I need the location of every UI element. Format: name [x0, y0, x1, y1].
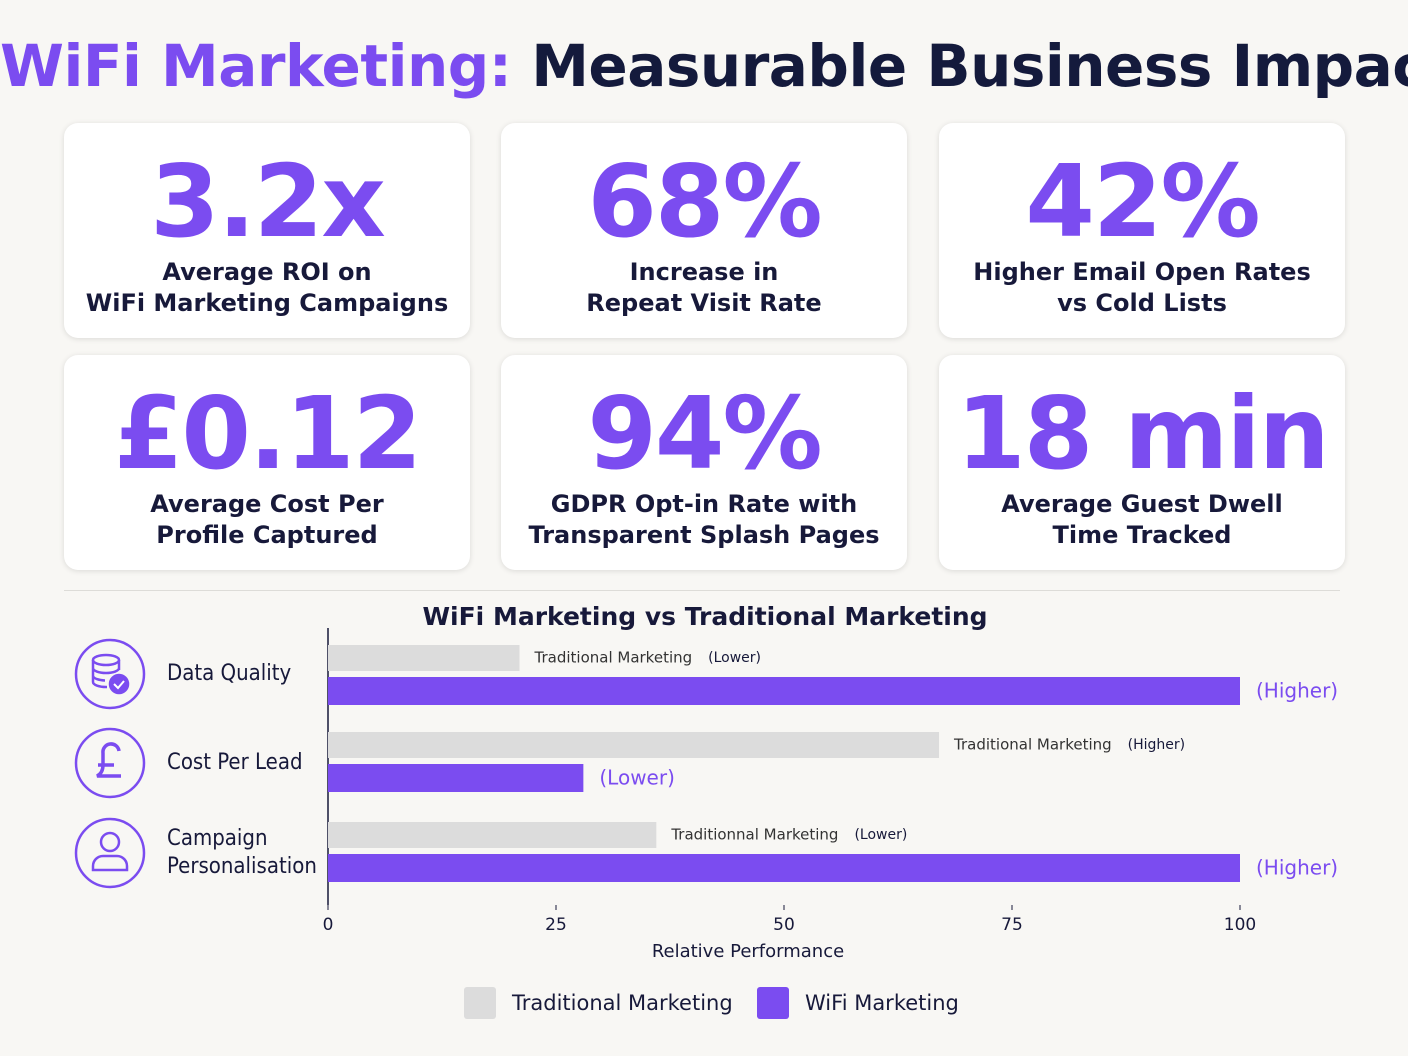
bar	[328, 822, 657, 848]
stat-label: Average Guest Dwell Time Tracked	[939, 489, 1345, 551]
bar	[328, 854, 1240, 882]
bar-note: (Higher)	[1256, 856, 1338, 880]
bar	[328, 732, 940, 758]
stat-card: 94% GDPR Opt-in Rate with Transparent Spla…	[501, 355, 907, 570]
bar-note: Traditional Marketing	[534, 649, 693, 667]
stat-label-line: Transparent Splash Pages	[528, 521, 880, 549]
legend-label: WiFi Marketing	[805, 991, 959, 1015]
stat-card: 3.2x Average ROI on WiFi Marketing Campaig…	[64, 123, 470, 338]
stat-label-line: vs Cold Lists	[1057, 289, 1227, 317]
icons	[74, 638, 146, 889]
icon-person	[91, 854, 129, 872]
icon-ring	[74, 638, 146, 710]
bar-note: (Lower)	[599, 766, 675, 790]
stat-label: Average Cost Per Profile Captured	[64, 489, 470, 551]
icon-check	[108, 673, 130, 695]
stat-label-line: Average Guest Dwell	[1001, 490, 1283, 518]
stat-label: GDPR Opt-in Rate with Transparent Splash …	[501, 489, 907, 551]
x-tick-label: 100	[1224, 915, 1256, 935]
title: WiFi Marketing: Measurable Business Impa…	[0, 32, 1408, 100]
stat-label: Higher Email Open Rates vs Cold Lists	[939, 257, 1345, 319]
stat-value: £0.12	[113, 375, 422, 492]
stat-value: 18 min	[956, 375, 1330, 492]
stat-label: Average ROI on WiFi Marketing Campaigns	[64, 257, 470, 319]
bar	[328, 764, 584, 792]
stat-label-line: Average ROI on	[162, 258, 372, 286]
bar-note: Traditionnal Marketing	[670, 826, 838, 844]
bar-note: (Higher)	[1256, 679, 1338, 703]
icon-check	[113, 680, 125, 690]
stat-value: 94%	[587, 375, 822, 492]
legend-swatch	[464, 987, 496, 1019]
x-tick-label: 0	[323, 915, 334, 935]
icon-db	[91, 653, 121, 667]
title-rest: Measurable Business Impact	[531, 32, 1408, 100]
x-tick-label: 50	[773, 915, 795, 935]
legend-label: Traditional Marketing	[511, 991, 733, 1015]
bar	[328, 645, 520, 671]
stat-label-line: Increase in	[629, 258, 779, 286]
bar-note: (Higher)	[1128, 737, 1185, 753]
stat-card: 18 min Average Guest Dwell Time Tracked	[939, 355, 1345, 570]
icon-db	[91, 660, 121, 689]
category-label: Data Quality	[167, 661, 292, 686]
x-axis-label: Relative Performance	[652, 941, 844, 962]
bar-note: (Lower)	[854, 827, 907, 843]
bar-note: (Lower)	[708, 650, 761, 666]
icon-ring	[74, 727, 146, 799]
stat-label-line: Profile Captured	[156, 521, 378, 549]
stat-label-line: Repeat Visit Rate	[586, 289, 822, 317]
legend-swatch	[757, 987, 789, 1019]
title-highlight: WiFi Marketing:	[0, 32, 512, 100]
bar-note: Traditional Marketing	[953, 736, 1112, 754]
x-tick-label: 75	[1001, 915, 1023, 935]
stat-value: 42%	[1025, 143, 1260, 260]
icon-pound	[96, 742, 121, 778]
stat-value: 68%	[587, 143, 822, 260]
stat-label: Increase in Repeat Visit Rate	[501, 257, 907, 319]
icon-ring	[74, 817, 146, 889]
category-label: Cost Per Lead	[167, 750, 303, 775]
x-tick-label: 25	[545, 915, 567, 935]
separator	[64, 590, 1340, 591]
stat-label-line: Average Cost Per	[150, 490, 384, 518]
stat-card: £0.12 Average Cost Per Profile Captured	[64, 355, 470, 570]
category-label: Campaign Personalisation	[167, 826, 317, 879]
stat-label-line: Higher Email Open Rates	[973, 258, 1311, 286]
stat-card: 68% Increase in Repeat Visit Rate	[501, 123, 907, 338]
bar	[328, 677, 1240, 705]
stat-label-line: Time Tracked	[1052, 521, 1232, 549]
chart-title: WiFi Marketing vs Traditional Marketing	[422, 602, 987, 631]
stat-value: 3.2x	[150, 143, 386, 260]
icon-person	[99, 831, 121, 853]
stat-label-line: WiFi Marketing Campaigns	[85, 289, 449, 317]
stat-card: 42% Higher Email Open Rates vs Cold Lists	[939, 123, 1345, 338]
stat-label-line: GDPR Opt-in Rate with	[550, 490, 858, 518]
